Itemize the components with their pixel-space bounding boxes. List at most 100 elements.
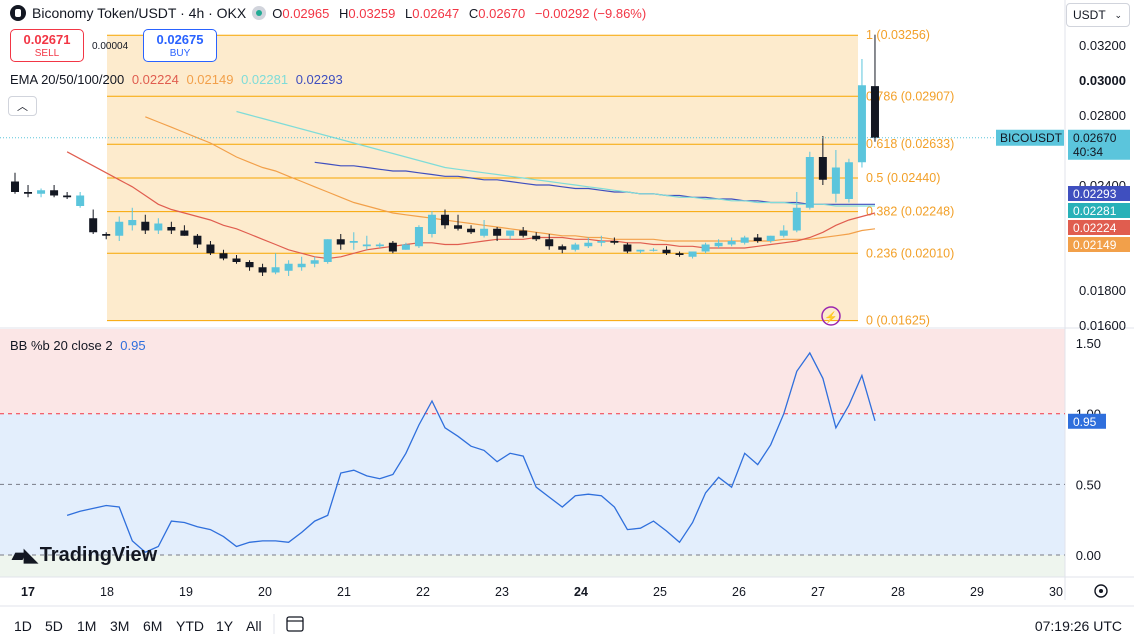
ema-price-tag-bg [1068, 220, 1130, 235]
bb-legend[interactable]: BB %b 20 close 2 0.95 [10, 338, 146, 353]
candle-body [740, 237, 749, 243]
ohlc-close-key: C [468, 5, 479, 21]
price-change: −0.00292 (−9.86%) [534, 5, 647, 21]
candle-body [193, 235, 202, 245]
symbol-tag-label: BICOUSDT [1000, 131, 1063, 145]
candle-body [427, 214, 436, 234]
candle-body [414, 227, 423, 247]
currency-select[interactable]: USDT ⌄ [1066, 3, 1130, 27]
timeframe-button[interactable]: 1M [77, 618, 96, 634]
last-price-tag-bg [1068, 129, 1130, 160]
candle-body [649, 249, 658, 251]
timeframe-button[interactable]: 1D [14, 618, 32, 634]
ema50-line [145, 116, 876, 242]
candle-body [167, 227, 176, 231]
candle-body [636, 249, 645, 252]
sell-button[interactable]: 0.02671 SELL [10, 29, 84, 62]
ema-price-tag: 0.02293 [1073, 187, 1117, 201]
time-axis-label: 19 [179, 585, 193, 599]
event-flash-icon [821, 306, 841, 326]
candle-body [870, 86, 879, 138]
candle-body [180, 230, 189, 236]
ema50-value: 0.02149 [186, 72, 234, 87]
ohlc-high-value: 0.03259 [348, 5, 396, 21]
fib-level-label: 0.786 (0.02907) [866, 89, 954, 103]
bb-axis-label: 0.50 [1076, 477, 1101, 492]
candle-body [532, 235, 541, 240]
tradingview-logo[interactable]: ▰◣ TradingView [12, 544, 157, 567]
candle-body [154, 223, 163, 231]
ema20-value: 0.02224 [131, 72, 179, 87]
ohlc-values: O0.02965 H0.03259 L0.02647 C0.02670 −0.0… [272, 6, 652, 21]
ohlc-open-key: O [272, 5, 283, 21]
coin-logo-icon [10, 5, 26, 21]
symbol-title[interactable]: Biconomy Token/USDT · 4h · OKX [32, 5, 247, 21]
ema200-value: 0.02293 [295, 72, 343, 87]
ema-price-tag: 0.02149 [1073, 238, 1117, 252]
chevron-down-icon: ⌄ [1114, 10, 1122, 20]
price-tick-label: 0.01800 [1079, 283, 1126, 298]
collapse-legend-button[interactable]: ︿ [8, 96, 37, 116]
date-range-calendar-icon[interactable] [286, 616, 304, 632]
time-axis-label: 22 [416, 585, 430, 599]
buy-price: 0.02675 [156, 32, 204, 47]
fib-level-label: 0.618 (0.02633) [866, 137, 954, 151]
ema-legend[interactable]: EMA 20/50/100/200 0.02224 0.02149 0.0228… [10, 72, 343, 87]
fib-level-label: 0.5 (0.02440) [866, 171, 940, 185]
candle-body [232, 258, 241, 262]
candle-body [297, 263, 306, 268]
timeframe-button[interactable]: YTD [176, 618, 204, 634]
candle-body [349, 241, 358, 243]
candle-body [688, 251, 697, 257]
candle-body [37, 190, 46, 194]
event-flash-glyph: ⚡ [824, 311, 838, 324]
candle-body [336, 239, 345, 245]
chevron-up-icon: ︿ [17, 101, 28, 113]
candle-body [545, 239, 554, 247]
fib-level-label: 0.382 (0.02248) [866, 205, 954, 219]
candle-body [258, 267, 267, 273]
candle-body [89, 218, 98, 233]
symbol-header: Biconomy Token/USDT · 4h · OKX O0.02965 … [10, 5, 652, 21]
candle-body [623, 244, 632, 252]
timeframe-button[interactable]: 3M [110, 618, 129, 634]
tradingview-mark-icon: ▰◣ [12, 545, 38, 565]
candle-body [597, 241, 606, 243]
timeframe-button[interactable]: 6M [143, 618, 162, 634]
candle-body [818, 157, 827, 180]
candle-body [558, 246, 567, 250]
candle-body [219, 253, 228, 259]
candle-body [714, 242, 723, 247]
ema-price-tag: 0.02281 [1073, 204, 1117, 218]
fib-level-label: 0 (0.01625) [866, 314, 930, 328]
bb-label: BB %b 20 close 2 [10, 338, 113, 353]
buy-button[interactable]: 0.02675 BUY [143, 29, 217, 62]
candle-body [401, 244, 410, 250]
candle-body [519, 230, 528, 236]
bb-axis-label: 0.00 [1076, 548, 1101, 563]
ema20-line [66, 151, 876, 260]
candle-body [63, 195, 72, 198]
timeframe-button[interactable]: 1Y [216, 618, 234, 634]
candle-body [76, 195, 85, 206]
timeframe-button[interactable]: 5D [45, 618, 63, 634]
candle-body [284, 263, 293, 271]
bb-oversold-zone [0, 555, 1065, 577]
candle-body [766, 235, 775, 241]
market-status-icon[interactable] [252, 6, 267, 20]
utc-clock[interactable]: 07:19:26 UTC [1034, 618, 1122, 634]
candle-body [857, 85, 866, 163]
time-settings-gear-icon [1094, 584, 1108, 598]
time-axis-label: 24 [574, 585, 588, 599]
last-price-tag: 0.02670 [1073, 131, 1117, 145]
brand-name: TradingView [39, 544, 158, 566]
sell-label: SELL [34, 48, 60, 59]
candle-body [844, 162, 853, 199]
candle-body [805, 157, 814, 208]
candle-body [662, 249, 671, 254]
timeframe-button[interactable]: All [246, 618, 262, 634]
price-tick-label: 0.03200 [1079, 38, 1126, 53]
price-tick-label: 0.02800 [1079, 108, 1126, 123]
bb-pctb-line [66, 351, 876, 553]
